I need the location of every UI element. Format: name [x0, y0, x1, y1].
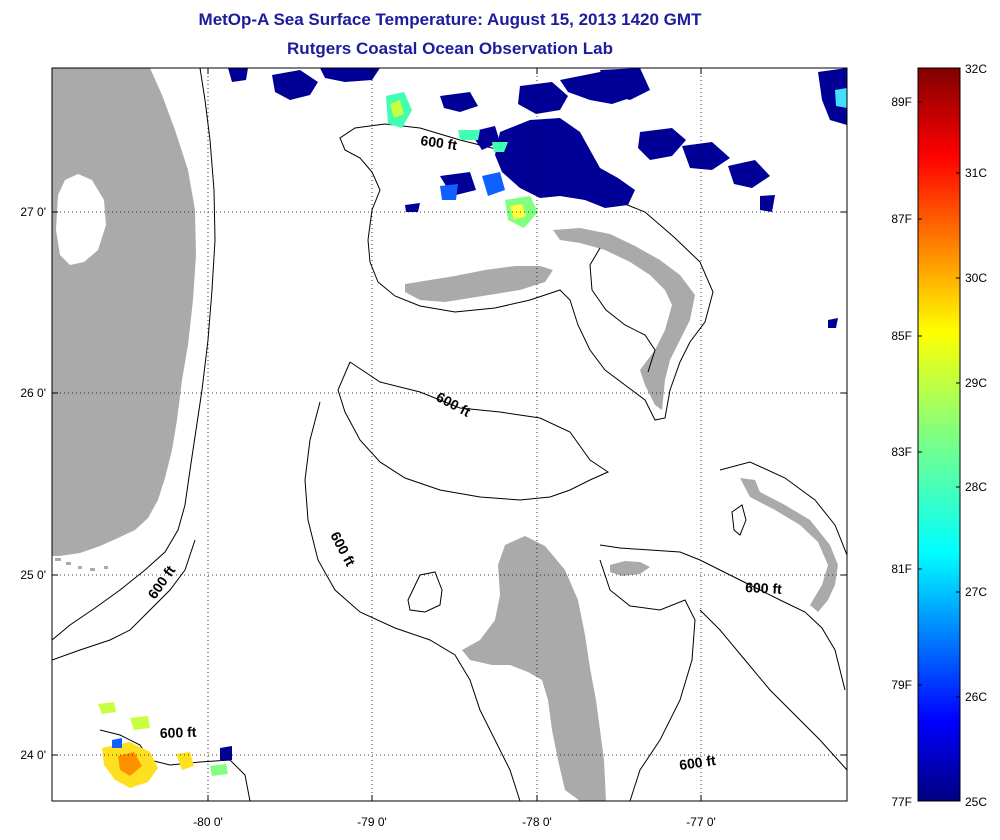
- contour-abaco-inner: [589, 247, 656, 373]
- contour-eleuthera-west: [699, 609, 847, 771]
- contour-sw-keys: [99, 729, 251, 801]
- abaco-land: [553, 228, 695, 410]
- y-tick-label: 26 0': [20, 386, 46, 400]
- contour-label: 600 ft: [160, 724, 197, 741]
- contour-eleuthera-east: [719, 461, 847, 556]
- colorbar-celsius-label: 27C: [965, 585, 987, 599]
- y-tick-label: 24 0': [20, 748, 46, 762]
- y-tick-label: 27 0': [20, 205, 46, 219]
- contour-tongue-of-ocean: [304, 401, 521, 801]
- colorbar-celsius-label: 28C: [965, 480, 987, 494]
- colorbar-fahrenheit-label: 79F: [891, 678, 912, 692]
- colorbar-fahrenheit-label: 85F: [891, 329, 912, 343]
- colorbar-celsius-label: 32C: [965, 62, 987, 76]
- contour-exuma: [599, 544, 846, 691]
- lake-okeechobee: [56, 174, 106, 265]
- axis-ticks: [52, 68, 847, 801]
- colorbar-celsius-label: 29C: [965, 376, 987, 390]
- contour-label: 600 ft: [420, 132, 459, 153]
- contour-little-bahama: [339, 123, 714, 421]
- contour-label: 600 ft: [678, 752, 717, 773]
- colorbar-celsius-label: 26C: [965, 690, 987, 704]
- florida-keys: [55, 558, 108, 571]
- x-tick-label: -79 0': [357, 815, 387, 829]
- colorbar-fahrenheit-label: 87F: [891, 212, 912, 226]
- colorbar-celsius-label: 30C: [965, 271, 987, 285]
- colorbar-celsius-label: 25C: [965, 795, 987, 809]
- contour-florida: [52, 68, 216, 641]
- x-tick-label: -77 0': [686, 815, 716, 829]
- grand-bahama-land: [405, 266, 553, 302]
- plot-border: [51, 67, 848, 802]
- contour-eleuthera-island: [731, 504, 747, 536]
- y-tick-label: 25 0': [20, 568, 46, 582]
- contour-label: 600 ft: [745, 579, 783, 597]
- map-title: MetOp-A Sea Surface Temperature: August …: [198, 10, 702, 29]
- colorbar-fahrenheit-label: 89F: [891, 95, 912, 109]
- sst-pixels: [98, 68, 847, 788]
- contour-seamount: [407, 571, 443, 613]
- contour-providence: [599, 559, 696, 801]
- colorbar-fahrenheit-label: 83F: [891, 445, 912, 459]
- contour-great-bahama-west: [337, 361, 610, 501]
- andros-land: [462, 536, 606, 801]
- new-providence-land: [610, 561, 650, 576]
- x-tick-label: -78 0': [522, 815, 552, 829]
- colorbar-celsius-label: 31C: [965, 166, 987, 180]
- eleuthera-land: [740, 478, 838, 612]
- x-tick-label: -80 0': [193, 815, 223, 829]
- contour-florida-outer: [52, 539, 196, 661]
- colorbar-fahrenheit-label: 77F: [891, 795, 912, 809]
- colorbar-fahrenheit-label: 81F: [891, 562, 912, 576]
- map-subtitle: Rutgers Coastal Ocean Observation Lab: [287, 39, 613, 58]
- colorbar: [917, 67, 961, 802]
- bathymetry-contours: [52, 68, 847, 801]
- colorbar-ticks: [918, 101, 960, 698]
- lat-lon-grid: [52, 68, 847, 801]
